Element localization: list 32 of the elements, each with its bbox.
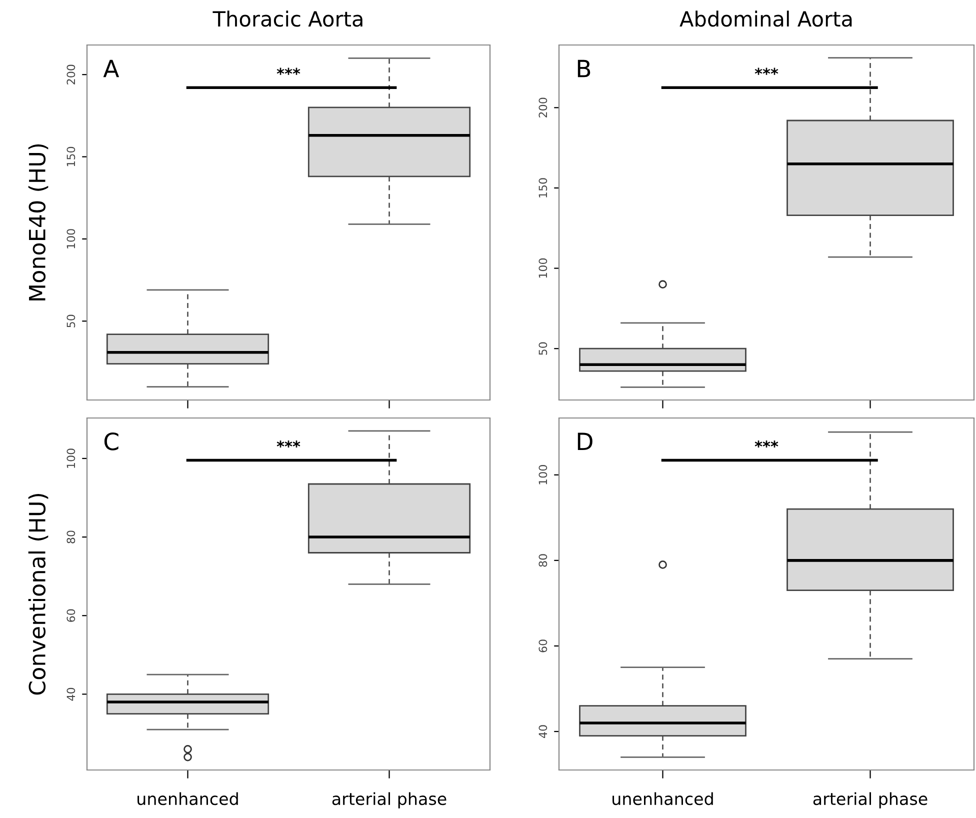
y-tick-label: 80 [538,554,548,567]
annotation: A [103,60,120,78]
y-tick-label: 200 [538,98,548,118]
y-tick-label: 80 [66,530,76,544]
y-tick-label: 100 [538,465,548,484]
y-tick-label: 100 [66,229,76,248]
y-tick-label: 60 [66,609,76,622]
chart-title: Abdominal Aorta [680,10,852,27]
y-tick-label: 100 [538,258,548,278]
y-tick-label: 200 [66,64,76,84]
annotation: D [578,432,592,450]
y-tick-label: 150 [66,146,76,166]
y-tick-label: 100 [66,448,76,468]
y-axis-title: Conventional (HU) [28,494,48,695]
y-tick-label: 50 [66,314,76,328]
annotation: *** [754,68,778,75]
annotation: *** [276,68,300,75]
annotation: C [104,432,118,450]
y-tick-label: 60 [538,640,548,652]
x-tick-label: unenhanced [138,792,238,806]
y-axis-title: MonoE40 (HU) [28,144,48,300]
annotation: *** [754,440,778,448]
x-tick-label: arterial phase [813,792,928,808]
annotation: B [578,60,590,78]
y-tick-label: 150 [538,178,548,198]
y-tick-label: 40 [66,688,76,701]
annotation: *** [276,440,300,448]
y-tick-label: 50 [538,342,548,355]
chart-title: Thoracic Aorta [212,10,362,27]
x-tick-label: unenhanced [612,792,713,806]
x-tick-label: arterial phase [332,792,446,808]
y-tick-label: 40 [538,725,548,738]
